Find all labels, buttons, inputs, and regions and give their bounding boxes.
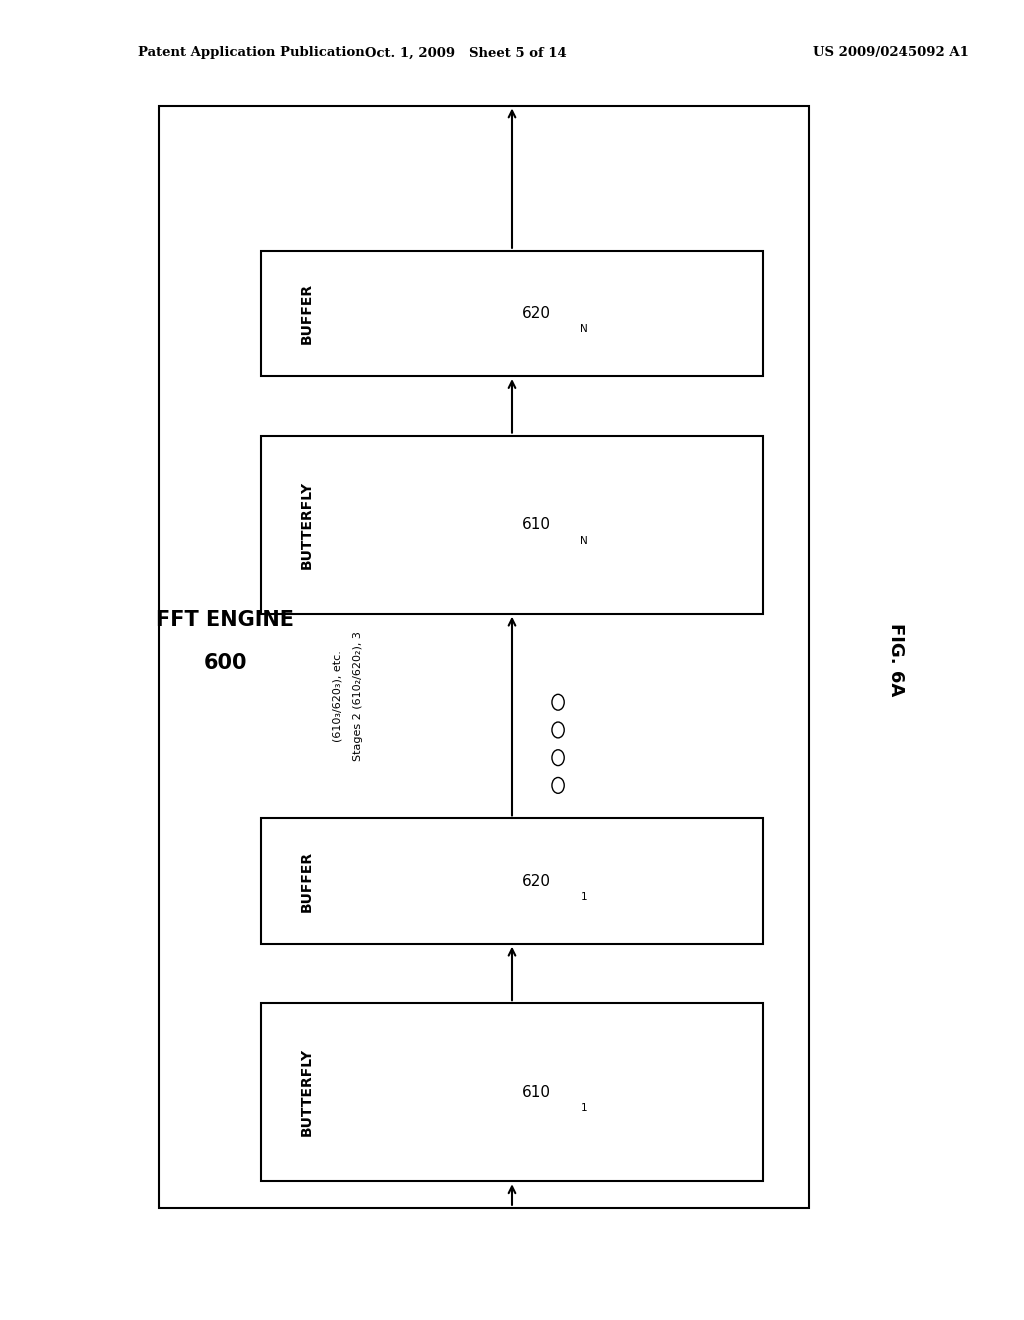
Text: Oct. 1, 2009   Sheet 5 of 14: Oct. 1, 2009 Sheet 5 of 14 (365, 46, 567, 59)
Text: N: N (581, 325, 588, 334)
Text: 610: 610 (522, 517, 551, 532)
Text: 620: 620 (522, 306, 551, 321)
Text: FFT ENGINE: FFT ENGINE (157, 610, 294, 631)
Bar (261, 251, 763, 376)
Circle shape (552, 722, 564, 738)
Circle shape (552, 777, 564, 793)
Text: 1: 1 (581, 892, 587, 902)
Circle shape (552, 694, 564, 710)
Text: BUFFER: BUFFER (300, 282, 314, 345)
Text: US 2009/0245092 A1: US 2009/0245092 A1 (813, 46, 969, 59)
Bar (261, 818, 763, 944)
Text: 600: 600 (204, 652, 247, 673)
Text: (610₃/620₃), etc.: (610₃/620₃), etc. (333, 649, 343, 742)
Bar (261, 436, 763, 614)
Text: BUTTERFLY: BUTTERFLY (300, 1048, 314, 1137)
Text: 610: 610 (522, 1085, 551, 1100)
Text: BUTTERFLY: BUTTERFLY (300, 480, 314, 569)
Bar (261, 1003, 763, 1181)
Text: Stages 2 (610₂/620₂), 3: Stages 2 (610₂/620₂), 3 (353, 631, 364, 760)
Text: Patent Application Publication: Patent Application Publication (138, 46, 365, 59)
Text: N: N (581, 536, 588, 545)
Text: FIG. 6A: FIG. 6A (887, 623, 905, 697)
Text: 620: 620 (522, 874, 551, 888)
Text: BUFFER: BUFFER (300, 850, 314, 912)
Bar (159, 106, 809, 1208)
Text: 1: 1 (581, 1104, 587, 1113)
Circle shape (552, 750, 564, 766)
